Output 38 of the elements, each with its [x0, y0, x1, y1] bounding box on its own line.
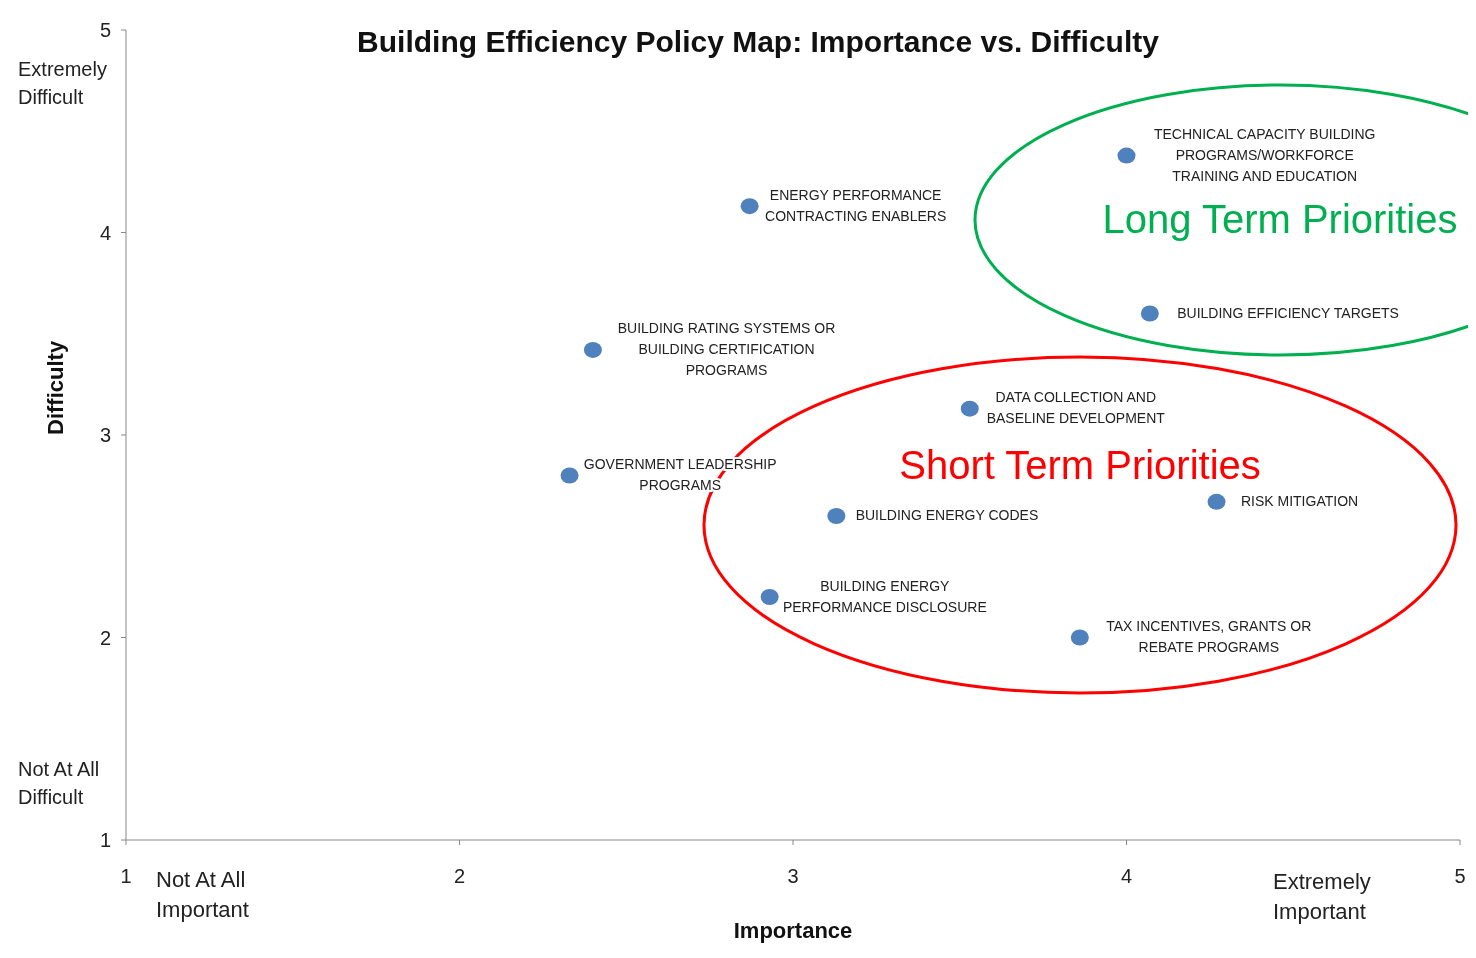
point — [560, 467, 579, 484]
x-tick-label: 2 — [453, 865, 466, 888]
y-tick-label: 4 — [99, 221, 111, 244]
annotation: Short Term Priorities — [899, 442, 1261, 487]
annotation: BUILDING RATING SYSTEMS OR BUILDING CERTIFICATION PROGRAMS — [617, 319, 836, 378]
point — [827, 508, 846, 524]
x-axis-title: Importance — [733, 918, 853, 943]
annotation: Long Term Priorities — [1102, 196, 1458, 241]
point — [583, 341, 602, 358]
chart-title: Building Efficiency Policy Map: Importance vs. Difficulty — [357, 24, 1160, 58]
annotation: ENERGY PERFORMANCE CONTRACTING ENABLERS — [765, 186, 947, 224]
x-tick-label: 4 — [1120, 865, 1133, 888]
text: Extremely Important — [1273, 868, 1371, 925]
x-tick-label: 3 — [787, 865, 799, 888]
y-tick-label: 5 — [99, 19, 111, 42]
point — [740, 198, 759, 215]
annotation: BUILDING EFFICIENCY TARGETS — [1177, 304, 1399, 321]
annotation: BUILDING ENERGY PERFORMANCE DISCLOSURE — [782, 577, 987, 615]
x-tick-label: 1 — [120, 865, 132, 888]
annotation: TECHNICAL CAPACITY BUILDING PROGRAMS/WORKFORCE TRAINING AND EDUCATION — [1153, 125, 1376, 184]
y-axis-title: Difficulty — [42, 340, 68, 435]
point — [1070, 629, 1089, 646]
annotation: BUILDING ENERGY CODES — [855, 506, 1039, 523]
y-tick-label: 2 — [99, 626, 111, 649]
y-tick-label: 3 — [99, 424, 111, 447]
text: Extremely Difficult — [18, 58, 107, 109]
point — [1117, 147, 1136, 164]
point — [1140, 305, 1159, 322]
point — [1207, 493, 1226, 510]
point — [760, 589, 779, 605]
annotation: DATA COLLECTION AND BASELINE DEVELOPMENT — [986, 388, 1166, 426]
text: Not At All Important — [156, 866, 249, 923]
y-tick-label: 1 — [99, 829, 111, 852]
annotation: TAX INCENTIVES, GRANTS OR REBATE PROGRAMS — [1106, 617, 1312, 655]
annotation: RISK MITIGATION — [1240, 492, 1359, 509]
text: Not At All Difficult — [18, 758, 100, 809]
x-tick-label: 5 — [1454, 865, 1466, 888]
point — [960, 400, 979, 417]
